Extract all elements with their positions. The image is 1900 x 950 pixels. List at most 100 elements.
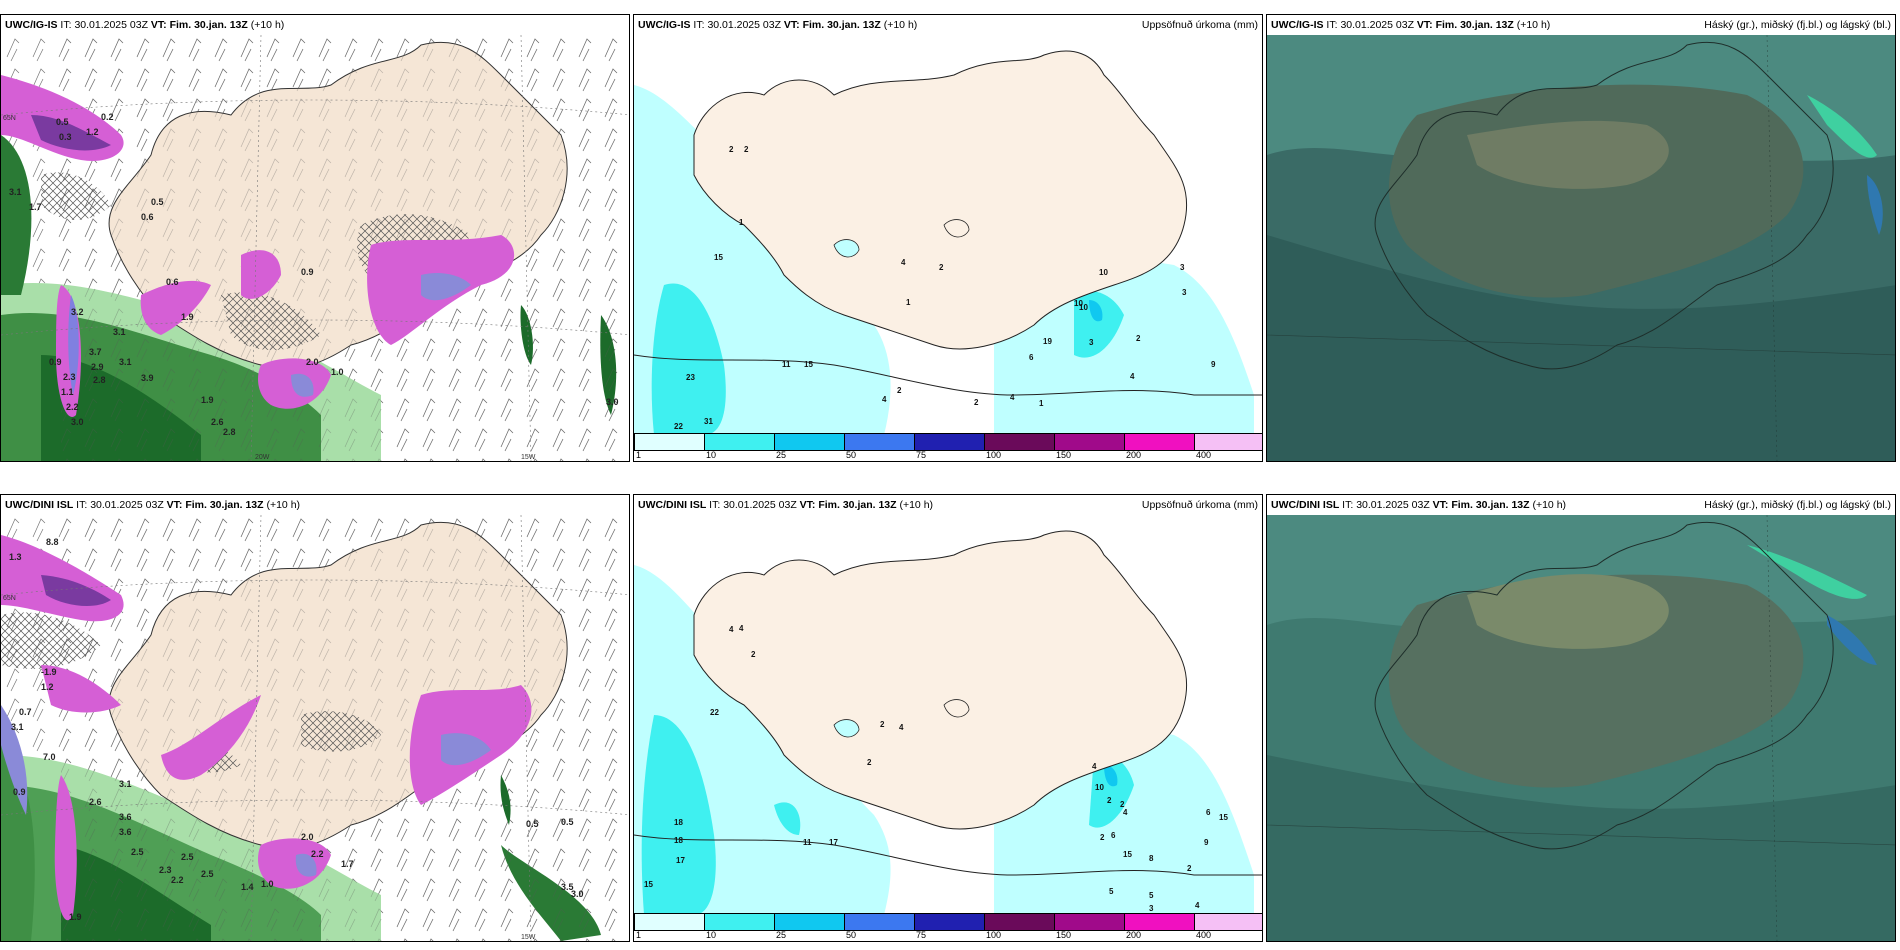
cloud-map bbox=[1267, 515, 1895, 941]
vt-value: Fim. 30.jan. 13Z bbox=[1435, 19, 1514, 31]
legend-swatch bbox=[1194, 914, 1262, 930]
value-label: 4 bbox=[899, 723, 904, 732]
value-label: 3.0 bbox=[571, 889, 584, 899]
value-labels: 4422224211171818171531124102422615553822… bbox=[644, 624, 1228, 915]
it-label: IT: bbox=[709, 499, 721, 511]
legend-tick-label: 50 bbox=[846, 930, 857, 940]
value-label: 0.5 bbox=[151, 197, 164, 207]
legend-swatch bbox=[1054, 434, 1124, 450]
it-value: 30.01.2025 03Z bbox=[723, 499, 797, 511]
panel-header: UWC/DINI ISL IT: 30.01.2025 03Z VT: Fim.… bbox=[634, 495, 1262, 515]
value-label: 4 bbox=[1195, 901, 1200, 910]
model-name: UWC/DINI ISL bbox=[5, 499, 74, 511]
value-label: 7.0 bbox=[43, 752, 56, 762]
value-label: 0.5 bbox=[56, 117, 69, 127]
value-label: 10 bbox=[1074, 299, 1083, 308]
panel-accum-precip-ig-is: UWC/IG-IS IT: 30.01.2025 03Z VT: Fim. 30… bbox=[633, 14, 1263, 462]
legend-tick-label: 10 bbox=[706, 930, 717, 940]
it-value: 30.01.2025 03Z bbox=[74, 19, 148, 31]
panel-clouds-dini: UWC/DINI ISL IT: 30.01.2025 03Z VT: Fim.… bbox=[1266, 494, 1896, 942]
value-label: 6 bbox=[1029, 353, 1034, 362]
value-label: 5 bbox=[1149, 891, 1154, 900]
value-label: 2 bbox=[744, 145, 749, 154]
wind-precip-map: 65N 15W 1.3 8.8 3.1 0.7 1.2 7.0 0.9 2.6 3.6 3.6 3.… bbox=[1, 515, 629, 941]
legend-swatch bbox=[984, 914, 1054, 930]
value-label: 4 bbox=[901, 258, 906, 267]
it-value: 30.01.2025 03Z bbox=[707, 19, 781, 31]
vt-value: Fim. 30.jan. 13Z bbox=[802, 19, 881, 31]
legend-swatch bbox=[914, 434, 984, 450]
legend-swatch bbox=[1124, 434, 1194, 450]
it-value: 30.01.2025 03Z bbox=[1356, 499, 1430, 511]
lead-time: (+10 h) bbox=[1516, 19, 1551, 31]
panel-header: UWC/IG-IS IT: 30.01.2025 03Z VT: Fim. 30… bbox=[1267, 15, 1895, 35]
grid-label-lat: 65N bbox=[3, 595, 16, 602]
legend-swatch bbox=[774, 914, 844, 930]
value-label: 8 bbox=[1149, 854, 1154, 863]
value-label: 9 bbox=[1204, 838, 1209, 847]
precip-legend: 1 10 25 50 75 100 150 200 400 bbox=[634, 433, 1262, 461]
it-label: IT: bbox=[76, 499, 88, 511]
value-label: 0.9 bbox=[13, 787, 26, 797]
value-label: 2 bbox=[1107, 796, 1112, 805]
vt-label: VT: bbox=[799, 499, 816, 511]
value-label: 2.6 bbox=[211, 417, 224, 427]
value-label: 2.2 bbox=[311, 849, 324, 859]
it-label: IT: bbox=[693, 19, 705, 31]
value-label: 3.1 bbox=[11, 722, 24, 732]
value-label: 2.8 bbox=[93, 375, 106, 385]
value-label: 3.1 bbox=[113, 327, 126, 337]
value-label: 11 bbox=[782, 360, 791, 369]
legend-swatch bbox=[634, 914, 704, 930]
value-label: 2 bbox=[974, 398, 979, 407]
map-svg: 4422224211171818171531124102422615553822… bbox=[634, 515, 1262, 915]
vt-value: Fim. 30.jan. 13Z bbox=[818, 499, 897, 511]
value-label: 2 bbox=[867, 758, 872, 767]
value-label: 3.9 bbox=[141, 373, 154, 383]
value-label: 10 bbox=[1095, 783, 1104, 792]
value-label: 4 bbox=[882, 395, 887, 404]
legend-tick-label: 25 bbox=[776, 450, 787, 460]
value-label: 1.0 bbox=[331, 367, 344, 377]
value-label: 4 bbox=[1130, 372, 1135, 381]
value-label: 17 bbox=[829, 838, 838, 847]
value-label: 1.9 bbox=[181, 312, 194, 322]
value-label: 15 bbox=[1219, 813, 1228, 822]
legend-swatch bbox=[1194, 434, 1262, 450]
it-value: 30.01.2025 03Z bbox=[90, 499, 164, 511]
value-label: 3.5 bbox=[561, 882, 574, 892]
value-label: 10 bbox=[1099, 268, 1108, 277]
lead-time: (+10 h) bbox=[883, 19, 918, 31]
legend-tick-label: 50 bbox=[846, 450, 857, 460]
value-label: 2.2 bbox=[171, 875, 184, 885]
value-label: 3 bbox=[1149, 904, 1154, 913]
value-label: -1.9 bbox=[41, 667, 57, 677]
vt-value: Fim. 30.jan. 13Z bbox=[1451, 499, 1530, 511]
it-label: IT: bbox=[60, 19, 72, 31]
panel-title: Uppsöfnuð úrkoma (mm) bbox=[1141, 19, 1258, 31]
value-label: 0.9 bbox=[49, 357, 62, 367]
value-label: 0.5 bbox=[561, 817, 574, 827]
legend-tick-label: 100 bbox=[986, 450, 1002, 460]
value-label: 2.3 bbox=[159, 865, 172, 875]
legend-swatch bbox=[704, 914, 774, 930]
value-label: 2.0 bbox=[306, 357, 319, 367]
value-label: 0.9 bbox=[301, 267, 314, 277]
map-svg bbox=[1267, 35, 1895, 461]
value-label: 18 bbox=[674, 836, 683, 845]
panel-wind-precip-dini: UWC/DINI ISL IT: 30.01.2025 03Z VT: Fim.… bbox=[0, 494, 630, 942]
value-label: 3.0 bbox=[71, 417, 84, 427]
legend-colorbar bbox=[634, 433, 1262, 451]
map-svg: 65N 20W 15W 3.1 1.7 0.5 0.3 1.2 3.1 3.0 2.2 1.1 2… bbox=[1, 35, 629, 461]
grid-label-lat: 65N bbox=[3, 115, 16, 122]
value-label: 11 bbox=[803, 838, 812, 847]
value-label: 19 bbox=[1043, 337, 1052, 346]
value-label: 4 bbox=[1010, 393, 1015, 402]
value-label: 2.9 bbox=[91, 362, 104, 372]
legend-tick-label: 100 bbox=[986, 930, 1002, 940]
value-label: 6 bbox=[1206, 808, 1211, 817]
legend-tick-label: 200 bbox=[1126, 930, 1142, 940]
value-label: 3.1 bbox=[9, 187, 22, 197]
